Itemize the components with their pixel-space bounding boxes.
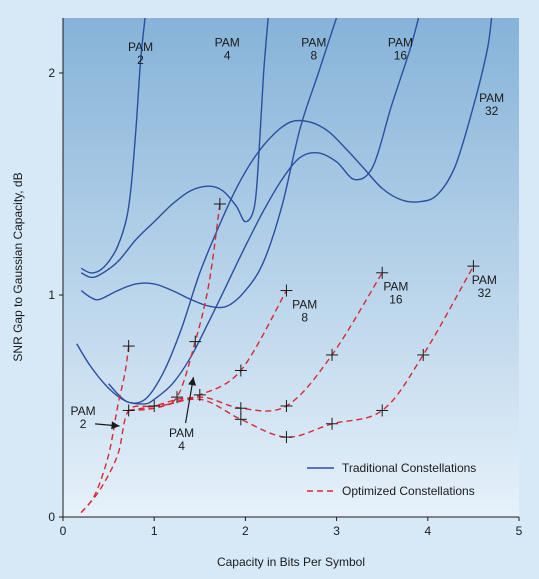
plus-marker	[376, 404, 389, 417]
x-tick-label: 4	[424, 524, 431, 538]
plus-marker	[148, 400, 161, 412]
plus-marker	[122, 404, 135, 417]
traditional-line-pam-2	[80, 18, 146, 274]
x-tick-label: 5	[516, 524, 523, 538]
plus-marker	[280, 431, 293, 444]
pam-label-line1: PAM	[301, 35, 326, 49]
legend-traditional-label: Traditional Constellations	[342, 461, 476, 475]
tick-layer: 0 1 2 3 4 5 0 1 2	[48, 66, 522, 538]
pam-label-line1: PAM	[128, 40, 153, 54]
traditional-line-pam-8	[80, 18, 338, 309]
plus-marker	[234, 364, 247, 377]
plot-background	[63, 18, 519, 517]
annotation-arrow-head	[188, 377, 197, 386]
pam-label-line2: 4	[224, 48, 231, 62]
pam-label-line2: 8	[301, 310, 308, 324]
pam-label-line2: 16	[389, 293, 403, 307]
pam-label-line1: PAM	[388, 35, 413, 49]
plus-marker	[280, 284, 293, 297]
pam-label-line1: PAM	[71, 404, 96, 418]
pam-label-line1: PAM	[292, 297, 317, 311]
plus-marker	[213, 197, 226, 210]
x-tick-label: 1	[151, 524, 158, 538]
plus-marker	[234, 413, 247, 426]
pam-label-line2: 2	[80, 417, 87, 431]
marker-layer	[122, 197, 480, 444]
pam-label-line2: 32	[478, 286, 492, 300]
x-tick-label: 0	[60, 524, 67, 538]
plus-marker	[467, 260, 480, 273]
legend-optimized-label: Optimized Constellations	[342, 484, 475, 498]
pam-label-line1: PAM	[472, 273, 497, 287]
pam-label-line1: PAM	[169, 426, 194, 440]
traditional-series-layer	[76, 18, 493, 405]
y-tick-label: 2	[48, 66, 55, 80]
optimized-line-pam-2	[80, 346, 130, 514]
plus-marker	[193, 388, 206, 401]
x-tick-label: 3	[333, 524, 340, 538]
plus-marker	[171, 391, 183, 404]
plus-marker	[280, 400, 293, 412]
legend: Traditional Constellations Optimized Con…	[307, 461, 476, 498]
plus-marker	[189, 335, 202, 348]
pam-label-line1: PAM	[383, 280, 408, 294]
plus-marker	[122, 340, 135, 353]
plus-marker	[417, 348, 430, 361]
x-axis-title: Capacity in Bits Per Symbol	[217, 555, 365, 569]
pam-label-line2: 2	[137, 53, 144, 67]
plus-marker	[326, 417, 339, 430]
x-tick-label: 2	[242, 524, 249, 538]
pam-label-line1: PAM	[215, 35, 240, 49]
plus-marker	[234, 402, 247, 415]
y-tick-label: 0	[48, 510, 55, 524]
plus-marker	[376, 266, 389, 279]
y-axis-title: SNR Gap to Gaussian Capacity, dB	[11, 172, 25, 361]
pam-label-line2: 32	[485, 104, 499, 118]
traditional-line-pam-4	[80, 18, 269, 279]
traditional-line-pam-32	[108, 18, 493, 404]
pam-label-line2: 8	[310, 48, 317, 62]
y-tick-label: 1	[48, 288, 55, 302]
annotation-arrow-head	[111, 421, 120, 430]
plus-marker	[326, 348, 339, 361]
axis-layer	[62, 18, 519, 518]
pam-label-line2: 16	[394, 48, 408, 62]
pam-label-line1: PAM	[479, 91, 504, 105]
annotation-layer: PAM2PAM4PAM8PAM16PAM32PAM8PAM16PAM32PAM2…	[71, 35, 505, 453]
pam-label-line2: 4	[178, 439, 185, 453]
